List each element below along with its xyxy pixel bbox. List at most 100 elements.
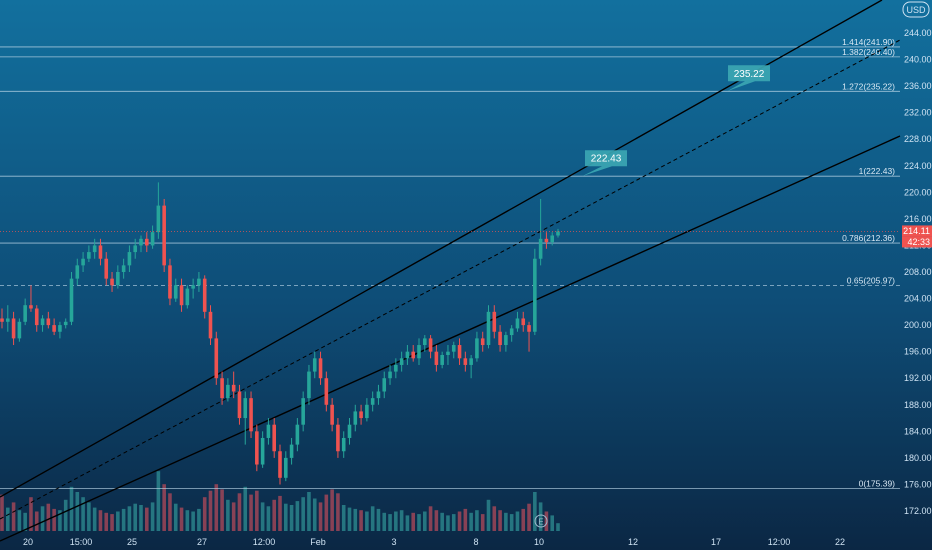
volume-bar [324,494,329,531]
volume-bar [150,502,155,531]
volume-bar [162,484,166,531]
y-tick-label: 216.00 [904,214,932,224]
candle [226,384,230,399]
candle [260,437,265,465]
y-tick-label: 236.00 [904,81,932,91]
regression-channel[interactable] [0,0,901,542]
volume-bar [423,511,427,531]
volume-bar [312,498,317,531]
candle [451,345,456,352]
volume-bar [202,497,207,531]
volume-bar [40,506,45,531]
y-tick-label: 220.00 [904,187,932,197]
countdown-label: 42:33 [907,237,930,247]
candle [168,265,172,299]
price-tag[interactable] [582,150,627,177]
volume-bar [266,506,271,531]
x-tick-label: 22 [835,537,845,547]
x-tick-label: 17 [711,537,721,547]
volume-bar [278,495,282,531]
volume-bar [388,514,392,531]
candle [440,354,444,365]
candle [301,398,305,425]
price-tags: 222.43 235.22 [582,65,770,177]
candle [341,437,346,452]
volume-bar [399,510,404,531]
x-tick-label: 25 [127,537,137,547]
channel-middle-line[interactable] [0,39,901,520]
price-tag-label: 235.22 [734,69,765,80]
volume-bar [307,492,311,531]
candle [197,278,201,286]
candle [173,285,178,299]
candle [249,398,253,432]
volume-bar [249,494,253,531]
earnings-marker[interactable]: E [534,514,548,528]
volume-bar [475,510,479,531]
price-tag-label: 222.43 [591,154,622,165]
fib-level-label: 0.786(212.36) [842,233,895,243]
volume-bar [23,512,27,531]
volume-bar [243,486,248,531]
y-tick-label: 196.00 [904,347,932,357]
candle [533,258,537,332]
volume-bar [34,511,39,531]
volume-bar [121,508,126,531]
price-tag[interactable] [727,65,770,92]
candle [399,358,404,365]
volume-bar [98,510,103,531]
candle [191,285,195,289]
volume-bar [527,503,531,531]
volume-bar [382,512,387,531]
volume-bar [538,502,543,531]
volume-bar [17,510,22,531]
candle [289,444,294,458]
candle [480,338,485,346]
fib-level-label: 1(222.43) [859,166,896,176]
candle [550,235,554,243]
y-tick-label: 192.00 [904,373,932,383]
volume-bar [544,511,549,531]
volume-bar [214,484,219,531]
volume-bar [550,515,554,531]
candle [202,278,207,312]
candle [272,424,276,452]
candle [139,238,143,246]
candle [29,305,33,309]
fib-level-label: 1.272(235.22) [842,81,895,91]
candle [527,325,531,332]
candle [121,265,126,272]
channel-lower-line[interactable] [0,135,901,542]
volume-bar [480,514,485,531]
candle [116,272,120,286]
currency-badge[interactable]: USD [902,1,930,18]
y-tick-label: 184.00 [904,426,932,436]
candle [185,288,190,306]
volume-bar [127,506,132,531]
volume-bar [0,494,4,531]
candle [17,321,22,339]
volume-bar [284,503,288,531]
volume-bar [208,490,213,531]
volume-bar [104,512,109,531]
x-tick-label: Feb [310,537,326,547]
volume-bar [87,502,91,531]
volume-bar [156,471,161,531]
volume-bar [237,493,242,531]
volume-bar [498,510,502,531]
candle [208,311,213,339]
candle [295,424,300,445]
candle [411,351,415,359]
candle [127,252,132,266]
candle [6,318,10,322]
channel-upper-line[interactable] [0,0,883,498]
svg-text:E: E [538,518,543,527]
candle [359,411,363,419]
candle [0,318,4,322]
candle [214,338,219,379]
candle [365,404,369,419]
y-tick-label: 228.00 [904,134,932,144]
